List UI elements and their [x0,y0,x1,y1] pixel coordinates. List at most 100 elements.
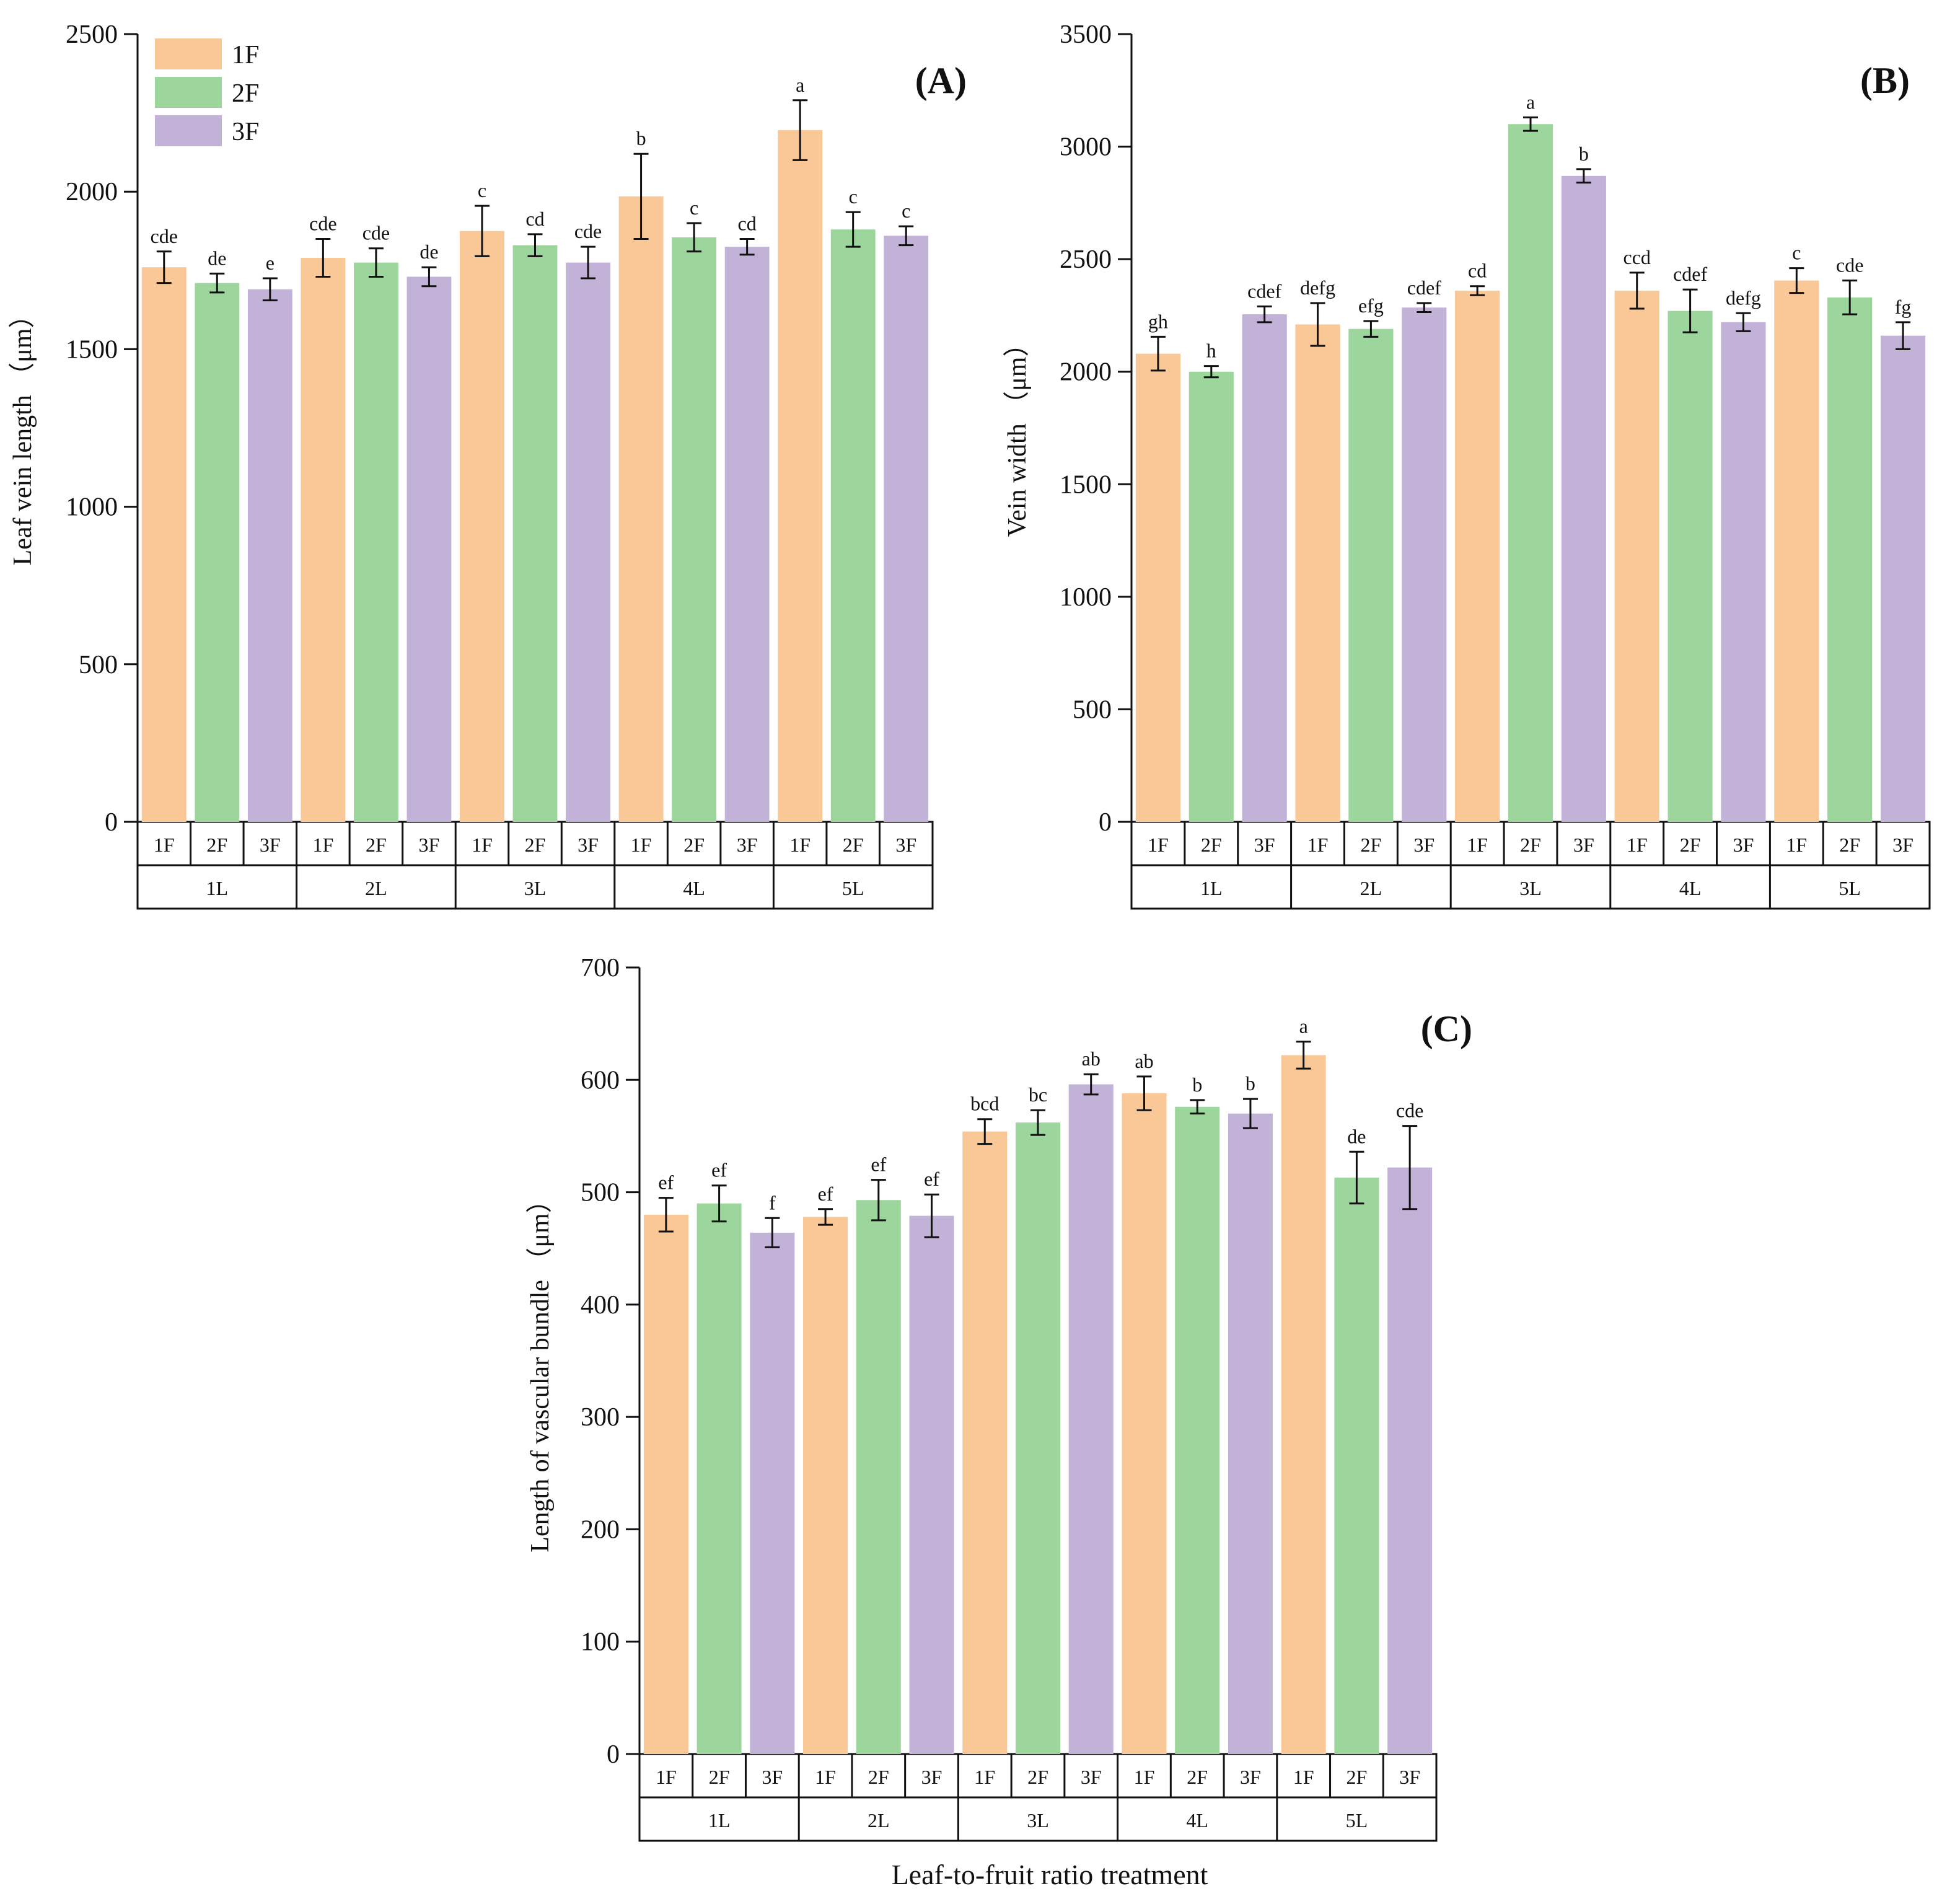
pc-subcategory-label: 2F [1347,1766,1368,1788]
pc-significance-label: b [1192,1073,1202,1096]
pa-y-tick-label: 0 [105,808,118,837]
pc-subcategory-label: 2F [709,1766,730,1788]
pc-significance-label: ef [818,1183,833,1205]
pb-bar-5l-2f [1827,297,1873,822]
legend-label-1f: 1F [232,41,259,69]
pa-bar-4l-2f [672,237,717,822]
pc-y-tick-label: 700 [581,954,620,982]
pc-subcategory-label: 3F [921,1766,942,1788]
pc-y-tick-label: 300 [581,1403,620,1432]
pb-subcategory-label: 2F [1520,834,1541,856]
pc-subcategory-label: 2F [1187,1766,1208,1788]
pb-subcategory-label: 2F [1839,834,1860,856]
pb-subcategory-label: 1F [1627,834,1648,856]
pb-bar-4l-1f [1614,290,1659,822]
pc-group-label: 5L [1346,1809,1368,1831]
pc-y-tick-label: 200 [581,1515,620,1544]
pb-significance-label: cd [1468,260,1487,282]
pa-group-label: 5L [842,877,864,899]
pb-subcategory-label: 2F [1201,834,1222,856]
pa-subcategory-label: 3F [260,834,281,856]
pa-subcategory-label: 3F [578,834,599,856]
pc-subcategory-label: 1F [815,1766,836,1788]
pa-subcategory-label: 2F [366,834,387,856]
pa-subcategory-label: 1F [312,834,333,856]
pa-group-label: 4L [683,877,705,899]
pa-significance-label: c [478,179,486,201]
pa-significance-label: a [796,74,804,96]
chart-panel-a: 0 500 1000 1500 2000 2500 Leaf vein length （μm… [9,20,967,910]
pc-subcategory-label: 3F [1399,1766,1420,1788]
pa-significance-label: c [849,185,858,208]
pc-y-tick-label: 100 [581,1628,620,1657]
legend-label-3f: 3F [232,118,259,146]
pb-subcategory-label: 2F [1361,834,1382,856]
pc-significance-label: ef [711,1159,727,1181]
pb-subcategory-label: 3F [1413,834,1435,856]
pa-significance-label: de [208,247,226,269]
pb-group-label: 1L [1200,877,1223,899]
pc-subcategory-label: 1F [1134,1766,1155,1788]
pc-bar-4l-3f [1228,1113,1273,1754]
pb-bar-2l-1f [1295,324,1340,822]
pb-significance-label: b [1579,143,1589,165]
pb-subcategory-label: 3F [1733,834,1754,856]
pb-bar-4l-3f [1721,322,1766,822]
pb-significance-label: c [1792,242,1801,264]
pa-subcategory-label: 3F [419,834,440,856]
pb-subcategory-label: 3F [1254,834,1275,856]
pa-subcategory-label: 1F [789,834,811,856]
pa-bar-1l-1f [141,267,187,822]
pc-group-label: 4L [1186,1809,1208,1831]
pb-significance-label: fg [1895,296,1912,318]
pc-significance-label: bcd [970,1093,999,1115]
pb-bar-2l-3f [1402,307,1447,822]
pb-subcategory-label: 2F [1680,834,1701,856]
legend-swatch-3f [155,115,222,146]
pc-subcategory-label: 1F [974,1766,995,1788]
pb-y-tick-label: 2000 [1060,358,1112,387]
pb-significance-label: efg [1358,294,1384,317]
pa-significance-label: cde [574,220,602,242]
legend: 1F 2F 3F [155,38,259,146]
pc-significance-label: f [769,1191,776,1214]
pc-bar-3l-2f [1015,1122,1061,1754]
pa-subcategory-label: 2F [525,834,546,856]
pb-subcategory-label: 1F [1307,834,1329,856]
pc-y-tick-label: 0 [607,1740,620,1769]
pa-subcategory-label: 2F [683,834,705,856]
pb-significance-label: cdef [1247,280,1281,302]
pc-bar-5l-2f [1334,1178,1379,1754]
pb-significance-label: cdef [1673,263,1707,285]
pc-significance-label: bc [1029,1083,1047,1106]
pb-bar-3l-3f [1561,175,1606,822]
pc-group-label: 2L [868,1809,890,1831]
legend-swatch-2f [155,77,222,108]
pb-y-tick-label: 3000 [1060,133,1112,162]
pb-bar-3l-2f [1508,124,1553,822]
pc-significance-label: b [1246,1072,1255,1095]
pa-subcategory-label: 1F [631,834,652,856]
pc-subcategory-label: 1F [1293,1766,1314,1788]
pa-y-axis-title: Leaf vein length （μm） [9,302,37,566]
pb-bar-1l-3f [1242,314,1287,822]
pa-bar-3l-1f [460,231,504,822]
pa-bar-3l-3f [566,262,610,822]
pa-significance-label: cde [362,222,390,244]
pc-panel-label: (C) [1421,1008,1472,1049]
pa-significance-label: cde [309,212,336,234]
pc-group-label: 3L [1027,1809,1049,1831]
pc-significance-label: de [1347,1125,1366,1147]
pc-bar-1l-2f [696,1203,742,1754]
chart-panel-b: 0 500 1000 1500 2000 2500 3000 3500 Vein width （… [1003,20,1931,910]
pb-y-tick-label: 1500 [1060,470,1112,499]
pc-bar-3l-1f [962,1131,1008,1754]
pa-significance-label: c [690,196,698,219]
pc-significance-label: ef [871,1153,886,1176]
pa-y-tick-label: 500 [79,651,118,679]
pc-y-axis-title: Length of vascular bundle （μm） [526,1187,555,1552]
pb-group-label: 4L [1679,877,1702,899]
pa-bar-5l-3f [884,236,929,822]
pc-significance-label: a [1299,1015,1308,1038]
